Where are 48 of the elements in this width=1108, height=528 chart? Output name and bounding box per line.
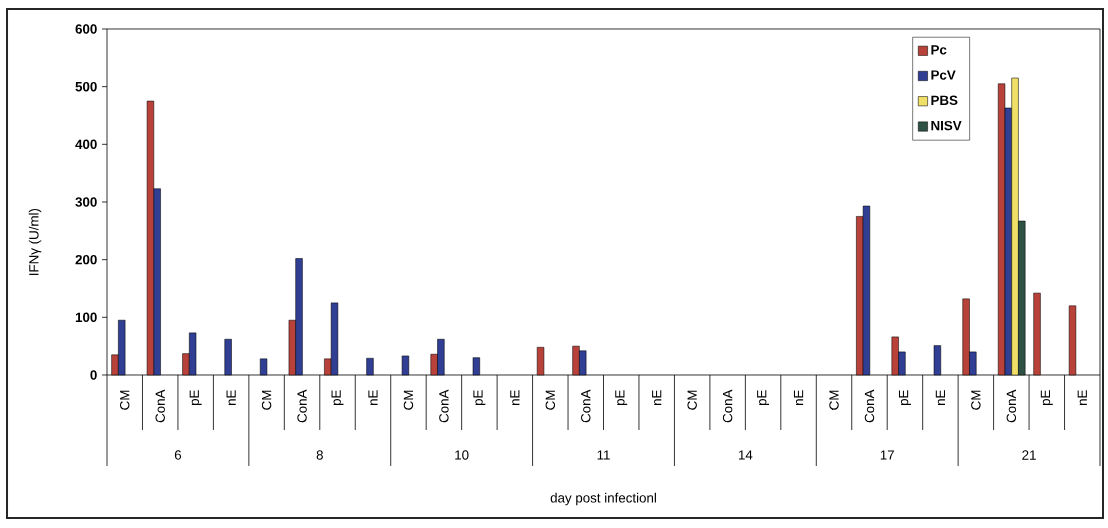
text: 10 <box>455 450 469 460</box>
legend-label: PcV <box>931 70 956 80</box>
y-tick-label: 300 <box>75 197 97 207</box>
x-tick-label: pE <box>615 390 628 406</box>
x-tick-label: ConA <box>297 389 307 423</box>
x-tick-label: CM <box>403 390 414 410</box>
x-tick-label: pE <box>189 390 202 406</box>
text: day post infectionl <box>550 492 656 506</box>
y-tick-label: 400 <box>75 139 97 150</box>
y-tick-label: 200 <box>75 254 97 265</box>
text: 6 <box>174 450 182 460</box>
text: 14 <box>738 450 753 460</box>
legend-label: NISV <box>931 120 962 131</box>
x-tick-label: ConA <box>864 389 875 423</box>
x-tick-label: pE <box>1040 390 1053 406</box>
legend-label: PBS <box>931 95 958 105</box>
x-tick-label: nE <box>368 390 378 406</box>
x-tick-label: nE <box>652 390 662 406</box>
x-tick-label: pE <box>757 390 770 406</box>
text: 21 <box>1022 450 1036 460</box>
text: 17 <box>880 450 894 460</box>
x-tick-label: nE <box>510 390 520 406</box>
x-tick-label: ConA <box>1006 389 1017 423</box>
x-tick-label: pE <box>473 390 486 406</box>
y-axis-title: IFNγ (U/ml) <box>28 208 42 275</box>
x-tick-label: CM <box>687 390 697 410</box>
text: 8 <box>316 450 323 460</box>
x-tick-label: CM <box>829 390 839 410</box>
y-tick-label: 600 <box>75 24 97 34</box>
x-tick-label: nE <box>793 390 804 406</box>
x-tick-label: ConA <box>581 389 591 423</box>
x-tick-label: pE <box>898 390 911 406</box>
x-tick-label: CM <box>971 390 981 410</box>
x-tick-label: ConA <box>439 389 449 423</box>
x-tick-label: CM <box>261 390 272 410</box>
x-tick-label: CM <box>120 390 130 410</box>
x-tick-label: nE <box>226 390 236 406</box>
x-tick-label: CM <box>545 390 556 410</box>
text: 11 <box>597 450 610 460</box>
x-tick-label: ConA <box>155 389 165 423</box>
y-tick-label: 0 <box>90 370 97 380</box>
x-tick-label: nE <box>935 390 945 406</box>
x-tick-label: nE <box>1077 390 1087 406</box>
legend-label: Pc <box>931 45 947 55</box>
x-tick-label: ConA <box>722 389 733 423</box>
y-tick-label: 500 <box>75 81 97 92</box>
x-tick-label: pE <box>331 390 344 406</box>
y-tick-label: 100 <box>75 312 97 323</box>
